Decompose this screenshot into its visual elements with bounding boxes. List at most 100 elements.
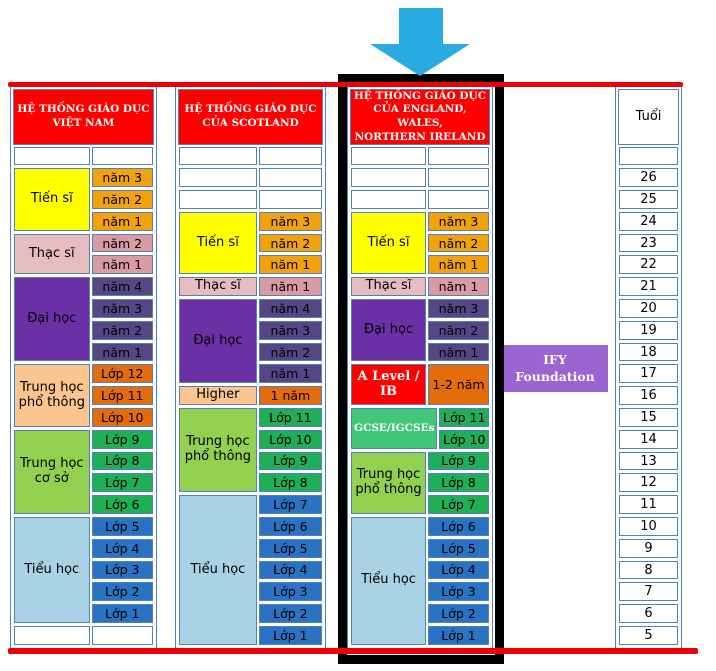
age-cell: 8 xyxy=(619,560,678,580)
year-cell: Lớp 10 xyxy=(91,408,153,427)
year-slot: Lớp 10 xyxy=(258,428,323,450)
column-header-vietnam: HỆ THỐNG GIÁO DỤC VIỆT NAM xyxy=(13,89,154,145)
year-slot xyxy=(427,145,490,167)
year-slot: Lớp 7 xyxy=(258,494,323,516)
empty-cell xyxy=(14,146,90,166)
year-slot: Lớp 8 xyxy=(91,450,154,472)
year-slot: năm 1 xyxy=(91,341,154,363)
year-stack xyxy=(258,189,323,211)
age-cell: 24 xyxy=(619,211,678,231)
level-group: Tiến sĩ năm 3 năm 2 năm 1 xyxy=(350,210,490,275)
age-cell: 20 xyxy=(619,299,678,318)
year-stack: 1-2 năm xyxy=(427,363,490,407)
empty-label-slot xyxy=(178,145,258,167)
year-cell: Lớp 11 xyxy=(258,408,322,427)
down-arrow-icon xyxy=(399,8,443,46)
year-cell: Lớp 4 xyxy=(91,538,153,558)
age-cell: 26 xyxy=(619,168,678,188)
year-slot: Lớp 4 xyxy=(258,559,323,581)
year-stack xyxy=(258,145,323,167)
ify-foundation-box: IFY Foundation xyxy=(502,345,608,392)
level-label-slot: Thạc sĩ xyxy=(178,276,258,298)
year-stack: Lớp 12 Lớp 11 Lớp 10 xyxy=(91,363,154,428)
year-slot: 1 năm xyxy=(258,385,323,407)
column-header-england: HỆ THỐNG GIÁO DỤC CỦA ENGLAND, WALES, NO… xyxy=(350,89,490,145)
year-slot: Lớp 5 xyxy=(258,537,323,559)
edu-column-scotland: HỆ THỐNG GIÁO DỤC CỦA SCOTLAND Tiến sĩ nă… xyxy=(175,86,326,650)
year-cell: Lớp 6 xyxy=(428,517,489,536)
level-label: Tiến sĩ xyxy=(179,211,257,275)
age-slot: 18 xyxy=(618,341,679,363)
age-cell: 18 xyxy=(619,342,678,362)
column-body-scotland: Tiến sĩ năm 3 năm 2 năm 1 Thạc sĩ năm 1 Đại họ… xyxy=(178,145,323,646)
year-cell: Lớp 7 xyxy=(428,495,489,515)
age-cell: 21 xyxy=(619,277,678,297)
empty-cell xyxy=(428,168,489,188)
year-cell: Lớp 4 xyxy=(428,560,489,580)
year-slot: năm 3 xyxy=(258,210,323,232)
level-group: Tiến sĩ năm 3 năm 2 năm 1 xyxy=(178,210,323,275)
empty-cell xyxy=(258,146,322,166)
empty-row xyxy=(350,167,490,189)
age-cell: 13 xyxy=(619,451,678,471)
age-cell: 16 xyxy=(619,386,678,406)
empty-row xyxy=(13,625,154,647)
level-group: Trung học phổ thông Lớp 11 Lớp 10 Lớp 9 Lớp … xyxy=(178,407,323,494)
year-cell: Lớp 7 xyxy=(258,495,322,515)
year-slot: 1-2 năm xyxy=(427,363,490,407)
level-label-slot: Tiểu học xyxy=(13,516,91,625)
age-cell: 14 xyxy=(619,429,678,449)
year-slot: Lớp 1 xyxy=(258,625,323,647)
year-stack: năm 3 năm 2 năm 1 xyxy=(427,298,490,363)
year-stack xyxy=(427,145,490,167)
empty-row xyxy=(178,189,323,211)
year-cell: Lớp 1 xyxy=(91,604,153,624)
year-slot: Lớp 7 xyxy=(91,472,154,494)
empty-cell xyxy=(428,146,489,166)
age-cell: 12 xyxy=(619,473,678,493)
empty-cell xyxy=(179,168,257,188)
level-label: Tiểu học xyxy=(14,517,90,624)
year-cell: Lớp 8 xyxy=(258,473,322,493)
year-stack: năm 1 xyxy=(427,276,490,298)
year-cell: năm 1 xyxy=(258,255,322,275)
year-cell: Lớp 3 xyxy=(91,560,153,580)
age-slot: 14 xyxy=(618,428,679,450)
level-label-slot: Đại học xyxy=(13,276,91,363)
level-label: Tiểu học xyxy=(351,517,426,645)
year-cell: năm 1 xyxy=(428,255,489,275)
level-label-slot: Tiến sĩ xyxy=(13,167,91,232)
level-label: Trung học phổ thông xyxy=(179,408,257,493)
year-slot: năm 2 xyxy=(91,319,154,341)
age-slot: 17 xyxy=(618,363,679,385)
year-stack: Lớp 11 Lớp 10 xyxy=(438,407,490,451)
year-slot: năm 1 xyxy=(427,276,490,298)
level-group: Thạc sĩ năm 1 xyxy=(178,276,323,298)
empty-row xyxy=(178,145,323,167)
age-cell: 25 xyxy=(619,190,678,209)
year-cell: năm 3 xyxy=(91,168,153,188)
age-cell: 15 xyxy=(619,408,678,427)
year-slot: Lớp 4 xyxy=(91,537,154,559)
level-label-slot: Thạc sĩ xyxy=(13,232,91,276)
level-label: Thạc sĩ xyxy=(14,233,90,275)
year-slot: Lớp 10 xyxy=(91,407,154,429)
year-cell: Lớp 5 xyxy=(258,538,322,558)
age-slot: 25 xyxy=(618,189,679,211)
year-slot: năm 4 xyxy=(91,276,154,298)
empty-cell xyxy=(351,168,426,188)
level-label-slot: Trung học phổ thông xyxy=(350,450,427,515)
year-cell: năm 2 xyxy=(258,342,322,362)
year-stack: 1 năm xyxy=(258,385,323,407)
age-slot: 15 xyxy=(618,407,679,429)
level-group: Trung học phổ thông Lớp 9 Lớp 8 Lớp 7 xyxy=(350,450,490,515)
age-slot: 23 xyxy=(618,232,679,254)
year-cell: 1 năm xyxy=(258,386,322,406)
year-stack: năm 2 năm 1 xyxy=(91,232,154,276)
year-slot: Lớp 2 xyxy=(258,603,323,625)
year-stack: năm 3 năm 2 năm 1 xyxy=(91,167,154,232)
level-label: Đại học xyxy=(351,299,426,362)
year-slot: Lớp 2 xyxy=(91,581,154,603)
empty-label-slot xyxy=(350,167,427,189)
